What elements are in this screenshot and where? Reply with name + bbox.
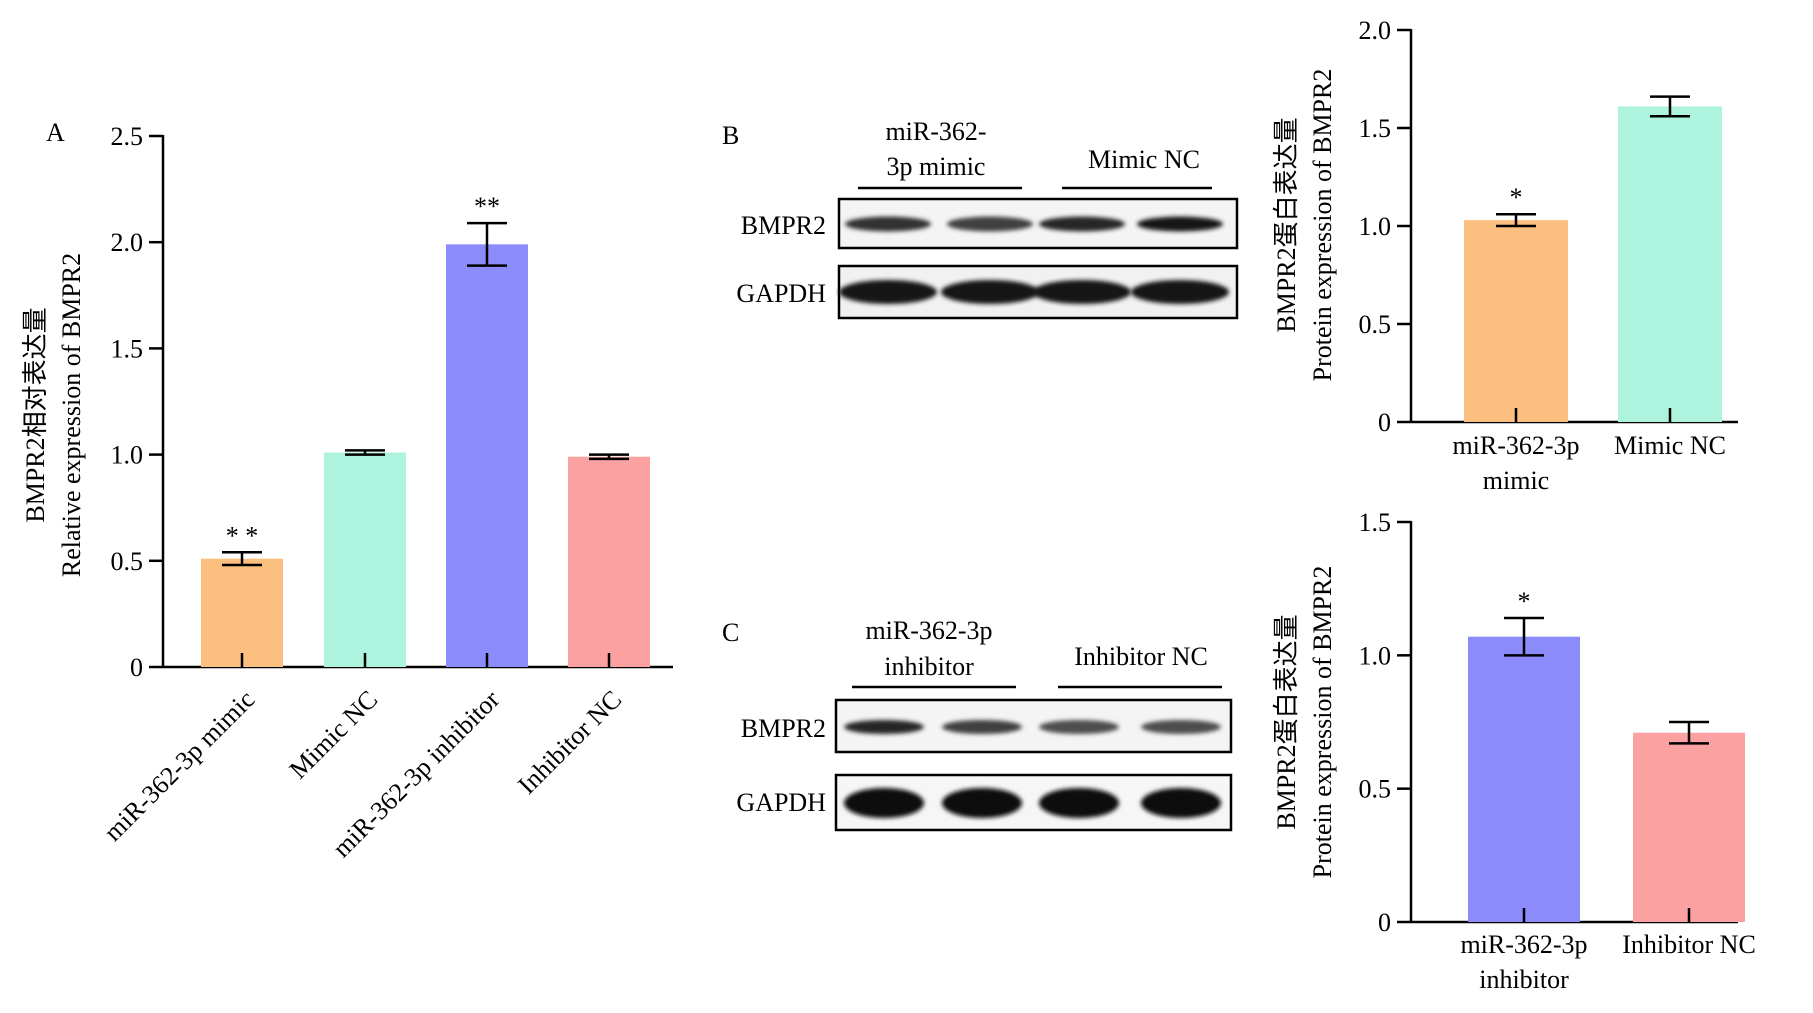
chart-c-y-tick-label: 0.5 xyxy=(1359,775,1392,804)
western-blot-b: miR-362- 3p mimic Mimic NC BMPR2 GAPDH xyxy=(736,117,1239,320)
blot-b-bmpr2-band xyxy=(947,216,1033,232)
chart-b-y-axis-title: BMPR2蛋白表达量 Protein expression of BMPR2 xyxy=(1272,69,1337,382)
chart-a-significance-label: * * xyxy=(226,521,259,550)
chart-b-ylabel-en: Protein expression of BMPR2 xyxy=(1308,69,1337,382)
chart-c-category-label: inhibitor xyxy=(1479,965,1569,994)
chart-a-bar xyxy=(568,456,650,667)
chart-c-y-axis-title: BMPR2蛋白表达量 Protein expression of BMPR2 xyxy=(1272,566,1337,879)
panel-label-c: C xyxy=(722,618,739,647)
blot-c-group2-label: Inhibitor NC xyxy=(1074,642,1208,671)
western-blot-c: miR-362-3p inhibitor Inhibitor NC BMPR2 … xyxy=(736,616,1233,832)
chart-c-category-label: miR-362-3p xyxy=(1460,930,1587,959)
blot-c-gapdh-band xyxy=(1039,788,1119,818)
chart-c-y-tick-label: 1.5 xyxy=(1359,508,1392,537)
blot-c-bmpr2-bands xyxy=(844,720,1221,734)
chart-a-bar-chart: BMPR2相对表达量 Relative expression of BMPR2 … xyxy=(21,122,673,863)
chart-b-category-label: mimic xyxy=(1483,466,1549,495)
blot-b-row1-label: BMPR2 xyxy=(741,211,826,240)
chart-c-bar xyxy=(1468,636,1580,922)
blot-b-group1-label-line1: miR-362- xyxy=(885,117,986,146)
blot-b-gapdh-band xyxy=(1033,280,1131,304)
chart-a-significance-label: ** xyxy=(474,192,500,221)
chart-b-bar xyxy=(1618,106,1722,422)
chart-c-significance-label: * xyxy=(1518,587,1531,616)
chart-c-ylabel-cn: BMPR2蛋白表达量 xyxy=(1272,614,1301,829)
chart-a-y-tick-label: 1.0 xyxy=(111,441,144,470)
chart-b-bar xyxy=(1464,220,1568,422)
blot-c-row1-label: BMPR2 xyxy=(741,714,826,743)
chart-a-y-tick-label: 2.0 xyxy=(111,228,144,257)
blot-c-row2-label: GAPDH xyxy=(736,788,826,817)
blot-c-gapdh-bands xyxy=(844,788,1221,818)
blot-b-gapdh-band xyxy=(1131,280,1229,304)
chart-b-bar-chart: BMPR2蛋白表达量 Protein expression of BMPR2 0… xyxy=(1272,16,1738,495)
chart-c-y-tick-label: 1.0 xyxy=(1359,641,1392,670)
chart-a-bar xyxy=(324,452,406,667)
blot-b-group2-label: Mimic NC xyxy=(1088,145,1200,174)
chart-b-y-tick-label: 1.0 xyxy=(1359,212,1392,241)
chart-c-category-label: Inhibitor NC xyxy=(1622,930,1756,959)
chart-b-significance-label: * xyxy=(1510,183,1523,212)
blot-b-row2-label: GAPDH xyxy=(736,279,826,308)
blot-c-bmpr2-band xyxy=(844,720,924,734)
blot-b-group1-label-line2: 3p mimic xyxy=(887,152,986,181)
blot-b-gapdh-band xyxy=(941,280,1039,304)
chart-a-category-label: miR-362-3p mimic xyxy=(98,685,260,847)
panel-label-b: B xyxy=(722,121,739,150)
chart-c-y-tick-label: 0 xyxy=(1378,908,1391,937)
blot-b-gapdh-bands xyxy=(839,280,1229,304)
blot-b-bmpr2-band xyxy=(1039,216,1125,232)
blot-c-group1-label-line2: inhibitor xyxy=(884,652,974,681)
chart-a-category-label: Inhibitor NC xyxy=(512,685,627,800)
blot-b-bmpr2-band xyxy=(845,216,931,232)
chart-a-y-axis-title: BMPR2相对表达量 Relative expression of BMPR2 xyxy=(21,253,86,577)
chart-a-category-label: Mimic NC xyxy=(284,685,384,785)
chart-c-bar xyxy=(1633,732,1745,922)
blot-c-gapdh-band xyxy=(844,788,924,818)
chart-a-y-tick-label: 0 xyxy=(130,653,143,682)
blot-c-group1-label-line1: miR-362-3p xyxy=(865,616,992,645)
blot-b-bmpr2-band xyxy=(1137,216,1223,232)
chart-c-bar-chart: BMPR2蛋白表达量 Protein expression of BMPR2 0… xyxy=(1272,508,1756,994)
chart-b-y-tick-label: 2.0 xyxy=(1359,16,1392,45)
chart-c-ylabel-en: Protein expression of BMPR2 xyxy=(1308,566,1337,879)
chart-a-bar xyxy=(446,244,528,667)
blot-b-bmpr2-bands xyxy=(845,216,1223,232)
blot-c-gapdh-band xyxy=(942,788,1022,818)
blot-b-gapdh-band xyxy=(839,280,937,304)
chart-a-ylabel-en: Relative expression of BMPR2 xyxy=(57,253,86,577)
chart-b-category-label: Mimic NC xyxy=(1614,431,1726,460)
blot-c-gapdh-band xyxy=(1141,788,1221,818)
chart-b-category-label: miR-362-3p xyxy=(1452,431,1579,460)
blot-c-bmpr2-band xyxy=(1039,720,1119,734)
chart-b-y-tick-label: 0.5 xyxy=(1359,310,1392,339)
chart-a-y-tick-label: 1.5 xyxy=(111,334,144,363)
chart-a-y-tick-label: 2.5 xyxy=(111,122,144,151)
chart-a-ylabel-cn: BMPR2相对表达量 xyxy=(21,307,50,522)
chart-a-bar xyxy=(201,558,283,667)
chart-b-y-tick-label: 1.5 xyxy=(1359,114,1392,143)
chart-b-ylabel-cn: BMPR2蛋白表达量 xyxy=(1272,117,1301,332)
blot-c-bmpr2-band xyxy=(942,720,1022,734)
blot-c-bmpr2-band xyxy=(1141,720,1221,734)
chart-b-y-tick-label: 0 xyxy=(1378,408,1391,437)
panel-label-a: A xyxy=(46,118,65,147)
chart-a-y-tick-label: 0.5 xyxy=(111,547,144,576)
